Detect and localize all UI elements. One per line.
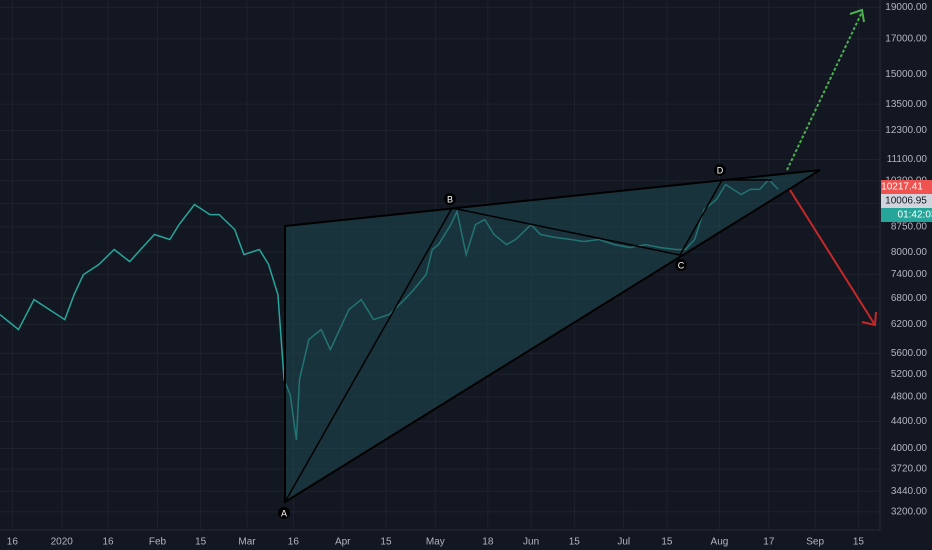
y-tick-label: 12300.00 bbox=[885, 125, 927, 136]
price-tag-line-text: 10006.95 bbox=[885, 196, 927, 207]
y-tick-label: 8000.00 bbox=[891, 247, 928, 258]
y-tick-label: 5600.00 bbox=[891, 348, 928, 359]
price-tag-line bbox=[881, 194, 932, 208]
y-tick-label: 5200.00 bbox=[891, 369, 928, 380]
drawings: A B C D bbox=[278, 8, 877, 519]
down-arrow-head bbox=[861, 311, 877, 327]
up-arrow bbox=[786, 11, 863, 171]
countdown-tag bbox=[881, 208, 932, 222]
triangle bbox=[284, 169, 821, 504]
up-arrow-head bbox=[849, 8, 865, 23]
down-arrow bbox=[789, 189, 876, 326]
y-tick-label: 6800.00 bbox=[891, 293, 928, 304]
y-tick-label: 17000.00 bbox=[885, 33, 927, 44]
countdown-text: 01:42:03 bbox=[898, 210, 932, 221]
point-a bbox=[278, 507, 290, 519]
x-tick-label: Feb bbox=[149, 537, 167, 548]
price-tag-last bbox=[881, 180, 932, 194]
label-a: A bbox=[281, 508, 287, 518]
abcd-path bbox=[284, 179, 772, 503]
x-tick-label: Aug bbox=[711, 537, 729, 548]
x-tick-label: May bbox=[426, 537, 445, 548]
x-tick-label: 16 bbox=[288, 537, 300, 548]
price-tag-last-text: 10217.41 bbox=[881, 182, 923, 193]
y-tick-label: 4000.00 bbox=[891, 443, 928, 454]
y-tick-label: 13500.00 bbox=[885, 99, 927, 110]
x-tick-label: Jul bbox=[617, 537, 630, 548]
x-tick-label: Sep bbox=[806, 537, 824, 548]
y-tick-label: 3200.00 bbox=[891, 506, 928, 517]
point-c bbox=[675, 259, 687, 271]
axes: 3200.00 3440.00 3720.00 4000.00 4400.00 4800.… bbox=[7, 2, 928, 548]
label-b: B bbox=[447, 194, 453, 204]
y-tick-label: 15000.00 bbox=[885, 69, 927, 80]
y-tick-label: 11100.00 bbox=[887, 154, 928, 165]
point-d bbox=[714, 164, 726, 176]
x-tick-label: 16 bbox=[7, 537, 19, 548]
y-tick-label: 4800.00 bbox=[891, 392, 928, 403]
x-tick-label: 15 bbox=[195, 537, 207, 548]
y-tick-label: 7400.00 bbox=[891, 269, 928, 280]
y-tick-label: 19000.00 bbox=[885, 2, 927, 13]
x-tick-label: 16 bbox=[103, 537, 115, 548]
x-tick-label: Mar bbox=[238, 537, 256, 548]
label-d: D bbox=[717, 165, 724, 175]
x-tick-label: Apr bbox=[335, 537, 351, 548]
x-tick-label: 15 bbox=[853, 537, 865, 548]
x-tick-label: 18 bbox=[482, 537, 494, 548]
point-b bbox=[444, 193, 456, 205]
y-tick-label: 6200.00 bbox=[891, 319, 928, 330]
label-c: C bbox=[678, 260, 685, 270]
x-tick-label: 2020 bbox=[51, 537, 74, 548]
y-tick-label: 4400.00 bbox=[891, 416, 928, 427]
x-tick-label: 15 bbox=[661, 537, 673, 548]
y-tick-label: 8750.00 bbox=[891, 222, 928, 233]
y-tick-label: 3720.00 bbox=[891, 464, 928, 475]
x-tick-label: 15 bbox=[380, 537, 392, 548]
y-tick-label: 3440.00 bbox=[891, 486, 928, 497]
x-tick-label: 17 bbox=[763, 537, 775, 548]
x-tick-label: Jun bbox=[523, 537, 539, 548]
x-tick-label: 15 bbox=[569, 537, 581, 548]
